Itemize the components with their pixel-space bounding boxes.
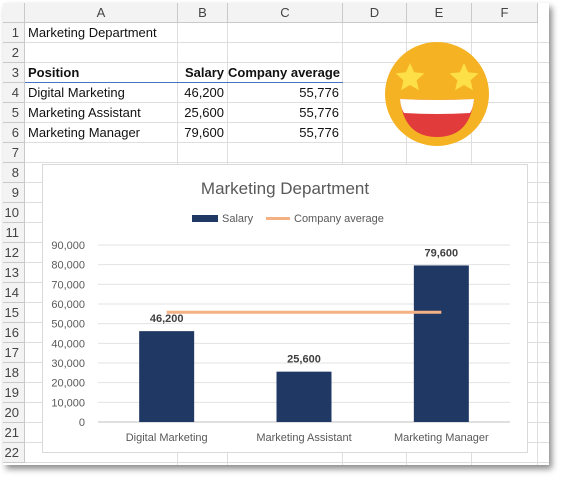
y-tick-label: 10,000 (51, 397, 85, 409)
header-position[interactable]: Position (28, 65, 80, 80)
column-header-f[interactable]: F (472, 3, 538, 23)
row-header-16[interactable]: 16 (3, 323, 25, 343)
table-row-company-average[interactable]: 55,776 (299, 125, 339, 140)
y-tick-label: 90,000 (51, 240, 85, 252)
row-header-21[interactable]: 21 (3, 423, 25, 443)
row-header-22[interactable]: 22 (3, 443, 25, 463)
row-header-6[interactable]: 6 (3, 123, 25, 143)
column-header-a[interactable]: A (25, 3, 178, 23)
table-row-position[interactable]: Marketing Manager (28, 125, 140, 140)
salary-chart[interactable]: Marketing Department Salary Company averag… (42, 164, 528, 453)
x-tick-label: Marketing Assistant (256, 432, 351, 444)
row-header-18[interactable]: 18 (3, 363, 25, 383)
emoji-star-right-icon (449, 63, 479, 91)
table-row-position[interactable]: Marketing Assistant (28, 105, 141, 120)
header-company-average[interactable]: Company average (228, 65, 340, 80)
bar-data-label: 46,200 (150, 313, 184, 325)
row-header-12[interactable]: 12 (3, 243, 25, 263)
bar-data-label: 79,600 (425, 247, 459, 259)
column-header-b[interactable]: B (178, 3, 228, 23)
row-header-15[interactable]: 15 (3, 303, 25, 323)
y-tick-label: 80,000 (51, 260, 85, 272)
row-header-14[interactable]: 14 (3, 283, 25, 303)
row-header-17[interactable]: 17 (3, 343, 25, 363)
star-struck-emoji-icon[interactable] (384, 41, 490, 147)
bar-salary (139, 331, 195, 422)
y-tick-label: 50,000 (51, 319, 85, 331)
select-all-corner[interactable] (3, 3, 25, 23)
table-row-salary[interactable]: 46,200 (184, 85, 224, 100)
row-header-8[interactable]: 8 (3, 163, 25, 183)
cell-a1-title[interactable]: Marketing Department (28, 25, 157, 40)
header-salary[interactable]: Salary (184, 65, 224, 80)
y-tick-label: 30,000 (51, 358, 85, 370)
salary-chart-svg: Marketing Department Salary Company averag… (51, 179, 510, 444)
x-tick-label: Marketing Manager (394, 432, 489, 444)
row-header-7[interactable]: 7 (3, 143, 25, 163)
row-header-2[interactable]: 2 (3, 43, 25, 63)
bar-salary (413, 265, 469, 422)
column-header-e[interactable]: E (407, 3, 472, 23)
bar-salary (276, 371, 332, 422)
column-header-d[interactable]: D (343, 3, 407, 23)
y-tick-label: 70,000 (51, 279, 85, 291)
chart-title: Marketing Department (201, 179, 369, 198)
row-header-4[interactable]: 4 (3, 83, 25, 103)
bar-data-label: 25,600 (287, 354, 321, 366)
row-header-5[interactable]: 5 (3, 103, 25, 123)
y-tick-label: 20,000 (51, 378, 85, 390)
row-header-11[interactable]: 11 (3, 223, 25, 243)
emoji-teeth (400, 99, 474, 114)
row-header-10[interactable]: 10 (3, 203, 25, 223)
y-tick-label: 40,000 (51, 338, 85, 350)
spreadsheet: A B C D E F 1 2 3 4 5 6 7 8 9 10 11 12 13 14 15 16 17 18 1… (3, 3, 549, 465)
row-header-20[interactable]: 20 (3, 403, 25, 423)
row-header-13[interactable]: 13 (3, 263, 25, 283)
legend-label-company-average: Company average (294, 213, 384, 225)
table-row-position[interactable]: Digital Marketing (28, 85, 125, 100)
row-header-3[interactable]: 3 (3, 63, 25, 83)
table-row-company-average[interactable]: 55,776 (299, 85, 339, 100)
row-header-19[interactable]: 19 (3, 383, 25, 403)
y-tick-label: 0 (79, 417, 85, 429)
emoji-star-left-icon (395, 63, 425, 91)
row-header-1[interactable]: 1 (3, 23, 25, 43)
legend-swatch-salary (192, 215, 218, 222)
table-row-salary[interactable]: 25,600 (184, 105, 224, 120)
x-tick-label: Digital Marketing (126, 432, 208, 444)
table-row-company-average[interactable]: 55,776 (299, 105, 339, 120)
column-header-c[interactable]: C (228, 3, 343, 23)
legend-label-salary: Salary (222, 213, 254, 225)
y-tick-label: 60,000 (51, 299, 85, 311)
row-header-9[interactable]: 9 (3, 183, 25, 203)
table-row-salary[interactable]: 79,600 (184, 125, 224, 140)
